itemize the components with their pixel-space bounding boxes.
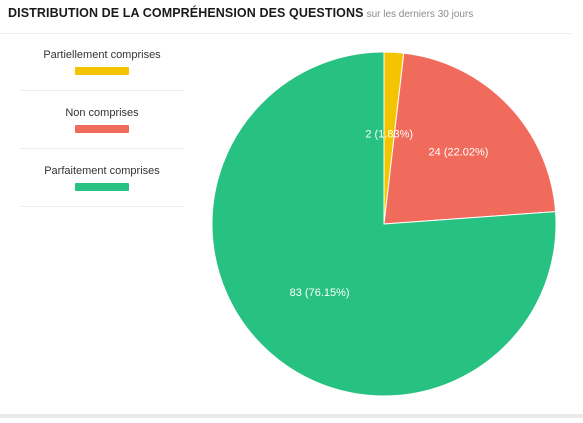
chart-subtitle: sur les derniers 30 jours (366, 9, 474, 20)
pie-slice-parfaitement[interactable] (211, 51, 557, 397)
legend-item-partiellement[interactable]: Partiellement comprises (20, 33, 184, 91)
header-divider (0, 33, 572, 34)
legend-item-parfaitement[interactable]: Parfaitement comprises (20, 149, 184, 207)
data-label-non-comprises: 24 (22.02%) (429, 147, 489, 159)
data-label-parfaitement: 83 (76.15%) (290, 287, 350, 299)
pie-slice-non-comprises[interactable] (383, 52, 557, 225)
legend-label: Partiellement comprises (43, 49, 161, 61)
chart-title: DISTRIBUTION DE LA COMPRÉHENSION DES QUE… (8, 6, 364, 20)
legend-swatch (75, 125, 129, 133)
legend-swatch (75, 67, 129, 75)
legend-item-non-comprises[interactable]: Non comprises (20, 91, 184, 149)
legend-swatch (75, 183, 129, 191)
bottom-scroll-edge (0, 414, 583, 418)
legend-label: Parfaitement comprises (44, 165, 160, 177)
chart-header: DISTRIBUTION DE LA COMPRÉHENSION DES QUE… (8, 4, 473, 22)
chart-legend: Partiellement comprises Non comprises Pa… (20, 33, 184, 207)
legend-label: Non comprises (65, 107, 139, 119)
data-label-partiellement: 2 (1.83%) (365, 129, 413, 141)
